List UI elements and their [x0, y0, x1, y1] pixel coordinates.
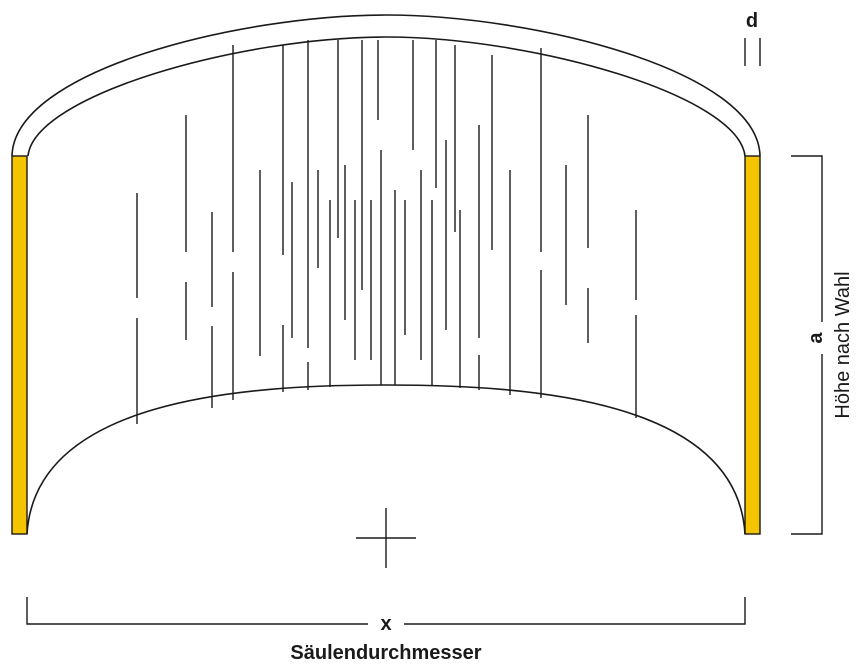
- height-label: Höhe nach Wahl: [832, 271, 854, 418]
- top-rim-inner-arc: [27, 36, 746, 157]
- label-a: a: [805, 332, 827, 344]
- center-crosshair: [356, 508, 416, 568]
- diameter-label: Säulendurchmesser: [290, 642, 481, 664]
- right-edge-accent: [744, 155, 761, 535]
- bottom-inner-arc: [26, 384, 746, 535]
- surface-texture-lines: [136, 40, 637, 424]
- label-d: d: [746, 10, 758, 32]
- thickness-marker: [744, 38, 761, 66]
- diameter-bracket: [26, 597, 746, 625]
- top-rim-outer-arc: [11, 14, 761, 157]
- left-edge-accent: [11, 155, 28, 535]
- height-bracket: [791, 155, 823, 535]
- label-x: x: [380, 613, 391, 635]
